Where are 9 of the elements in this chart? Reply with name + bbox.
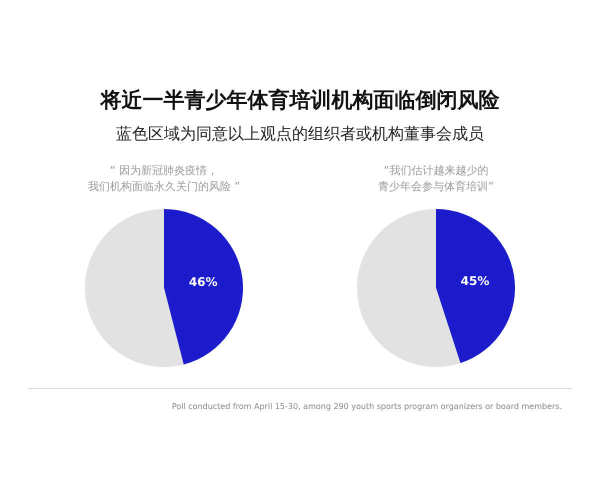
data-label: 45% [460, 274, 490, 288]
text: 将近一半青少年体育培训机构面临倒闭风险 [98, 87, 500, 114]
data-label: 46% [188, 275, 218, 290]
text: Poll conducted from April 15-30, among 290 youth sports program organizers or board members. [172, 402, 562, 411]
text: “ 因为新冠肺炎疫情， [108, 163, 220, 179]
text: 我们机构面临永久关门的风险 ” [88, 179, 240, 195]
text: 蓝色区域为同意以上观点的组织者或机构董事会成员 [115, 124, 485, 145]
text: 青少年会参与体育培训” [378, 179, 494, 195]
text: “我们估计越来越少的 [382, 163, 490, 179]
